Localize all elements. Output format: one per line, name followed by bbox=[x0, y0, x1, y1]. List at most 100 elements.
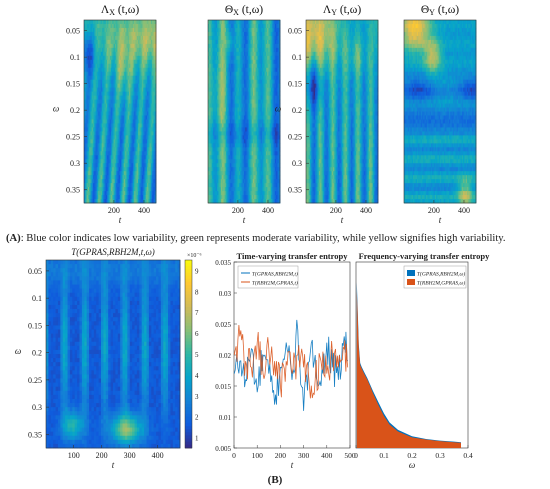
heatmap-cell bbox=[109, 187, 112, 192]
heatmap-cell bbox=[134, 31, 136, 37]
heatmap-cell bbox=[114, 55, 117, 61]
heatmap-cell bbox=[86, 20, 89, 25]
heatmap-cell bbox=[135, 51, 138, 57]
heatmap-cell bbox=[86, 95, 89, 100]
heatmap-cell bbox=[93, 31, 95, 37]
heatmap-cell bbox=[113, 23, 116, 29]
heatmap-cell bbox=[148, 51, 150, 57]
heatmap-cell bbox=[94, 51, 96, 57]
y-tick-label: 0.35 bbox=[66, 186, 80, 195]
heatmap-cell bbox=[87, 151, 90, 156]
heatmap-cell bbox=[103, 127, 105, 132]
heatmap-cell bbox=[135, 127, 138, 132]
heatmap-cell bbox=[112, 99, 114, 104]
heatmap-cell bbox=[98, 43, 100, 49]
heatmap-cell bbox=[132, 35, 135, 41]
heatmap-cell bbox=[120, 107, 122, 112]
heatmap-cell bbox=[85, 83, 87, 89]
heatmap-cell bbox=[136, 123, 139, 128]
heatmap-cell bbox=[109, 163, 112, 168]
heatmap-cell bbox=[99, 143, 102, 148]
heatmap-cell bbox=[149, 143, 152, 148]
heatmap-cell bbox=[100, 31, 103, 37]
heatmap-cell bbox=[113, 75, 116, 81]
heatmap-cell bbox=[91, 20, 94, 25]
heatmap-cell bbox=[138, 167, 140, 172]
heatmap-cell bbox=[127, 147, 130, 152]
heatmap-cell bbox=[140, 63, 143, 69]
heatmap-cell bbox=[113, 139, 116, 144]
heatmap-cell bbox=[136, 55, 139, 61]
heatmap-cell bbox=[84, 111, 86, 116]
heatmap-cell bbox=[149, 43, 152, 49]
heatmap-cell bbox=[114, 83, 117, 89]
heatmap-cell bbox=[86, 79, 89, 85]
heatmap-cell bbox=[118, 35, 121, 41]
heatmap-cell bbox=[130, 75, 132, 81]
heatmap-cell bbox=[102, 75, 104, 81]
heatmap-cell bbox=[107, 75, 109, 81]
heatmap-cell bbox=[145, 75, 148, 81]
heatmap-cell bbox=[139, 27, 141, 33]
heatmap-cell bbox=[90, 95, 93, 100]
heatmap-cell bbox=[85, 195, 87, 200]
heatmap-cell bbox=[102, 91, 104, 96]
heatmap-cell bbox=[125, 131, 127, 136]
heatmap-cell bbox=[136, 67, 139, 73]
heatmap-cell bbox=[150, 115, 153, 120]
heatmap-cell bbox=[108, 107, 111, 112]
heatmap-cell bbox=[148, 107, 150, 112]
heatmap-cell bbox=[87, 143, 90, 148]
heatmap-cell bbox=[136, 39, 139, 45]
heatmap-cell bbox=[95, 111, 98, 116]
heatmap-cell bbox=[134, 20, 136, 25]
heatmap-cell bbox=[132, 51, 135, 57]
heatmap-cell bbox=[143, 67, 145, 73]
heatmap-cell bbox=[145, 159, 148, 164]
heatmap-cell bbox=[130, 131, 132, 136]
heatmap-cell bbox=[89, 155, 91, 160]
heatmap-cell bbox=[99, 103, 102, 108]
heatmap-cell bbox=[117, 163, 120, 168]
heatmap-cell bbox=[111, 155, 113, 160]
heatmap-cell bbox=[131, 111, 134, 116]
heatmap-cell bbox=[145, 115, 148, 120]
heatmap-cell bbox=[118, 191, 121, 196]
heatmap-cell bbox=[89, 31, 91, 37]
heatmap-cell bbox=[126, 123, 129, 128]
heatmap-cell bbox=[120, 187, 122, 192]
heatmap-cell bbox=[103, 107, 105, 112]
heatmap-cell bbox=[149, 71, 152, 77]
heatmap-cell bbox=[148, 75, 150, 81]
heatmap-cell bbox=[117, 147, 120, 152]
heatmap-cell bbox=[150, 163, 153, 168]
heatmap-cell bbox=[99, 183, 102, 188]
heatmap-cell bbox=[139, 43, 141, 49]
heatmap-cell bbox=[117, 51, 120, 57]
heatmap-cell bbox=[94, 31, 96, 37]
heatmap-cell bbox=[105, 147, 108, 152]
heatmap-cell bbox=[105, 47, 108, 53]
heatmap-cell bbox=[96, 20, 99, 25]
heatmap-cell bbox=[136, 143, 139, 148]
heatmap-cell bbox=[104, 55, 107, 61]
heatmap-cell bbox=[93, 95, 95, 100]
heatmap-cell bbox=[113, 191, 116, 196]
heatmap-cell bbox=[103, 31, 105, 37]
heatmap-cell bbox=[98, 20, 100, 25]
heatmap-cell bbox=[94, 71, 96, 77]
heatmap-cell bbox=[107, 183, 109, 188]
heatmap-cell bbox=[135, 115, 138, 120]
heatmap-cell bbox=[90, 187, 93, 192]
heatmap-cell bbox=[139, 39, 141, 45]
heatmap-cell bbox=[90, 159, 93, 164]
heatmap-cell bbox=[125, 47, 127, 53]
heatmap-cell bbox=[148, 195, 150, 200]
heatmap-cell bbox=[114, 143, 117, 148]
heatmap-cell bbox=[125, 195, 127, 200]
heatmap-cell bbox=[122, 107, 125, 112]
heatmap-cell bbox=[95, 75, 98, 81]
heatmap-cell bbox=[121, 47, 123, 53]
heatmap-cell bbox=[87, 171, 90, 176]
heatmap-cell bbox=[89, 99, 91, 104]
